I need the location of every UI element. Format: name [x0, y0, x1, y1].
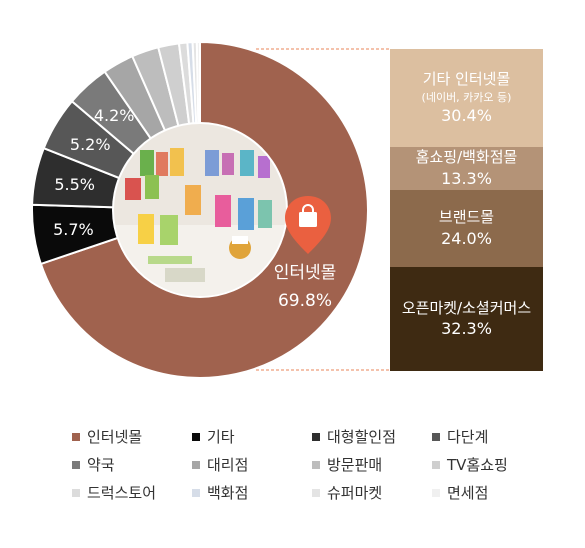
legend-swatch [432, 488, 440, 497]
legend-swatch [312, 488, 320, 497]
breakdown-segment-4: 오픈마켓/소셜커머스 32.3% [390, 267, 543, 371]
breakdown-segment-label: 브랜드몰 [438, 208, 495, 227]
legend-swatch [72, 460, 80, 469]
legend-swatch [192, 432, 200, 441]
data-label-3: 5.5% [54, 175, 95, 194]
data-label-2: 5.7% [53, 220, 94, 239]
highlight-value-label: 69.8% [278, 291, 332, 311]
breakdown-segment-sublabel: (네이버, 카카오 등) [421, 90, 512, 104]
legend-label: 면세점 [447, 484, 489, 502]
legend-label: 다단계 [447, 428, 489, 446]
legend-item: 드럭스토어 [72, 483, 192, 502]
breakdown-segment-value: 32.3% [441, 319, 492, 339]
breakdown-segment-value: 30.4% [441, 106, 492, 126]
legend-item: 백화점 [192, 483, 312, 502]
breakdown-stack: 기타 인터넷몰 (네이버, 카카오 등) 30.4% 홈쇼핑/백화점몰 13.3% 브랜드… [390, 49, 543, 371]
legend-swatch [192, 460, 200, 469]
legend-item: 면세점 [432, 483, 552, 502]
breakdown-segment-value: 13.3% [441, 168, 492, 188]
legend-label: 드럭스토어 [87, 484, 157, 502]
legend-swatch [312, 432, 320, 441]
legend-item: 다단계 [432, 427, 552, 446]
legend-swatch [432, 432, 440, 441]
legend-item: TV홈쇼핑 [432, 455, 552, 474]
legend-swatch [432, 460, 440, 469]
legend-label: 약국 [87, 456, 115, 474]
legend-label: 대형할인점 [327, 428, 397, 446]
product-photo [114, 124, 286, 296]
legend-label: TV홈쇼핑 [447, 456, 508, 474]
legend-item: 약국 [72, 455, 192, 474]
breakdown-segment-value: 24.0% [441, 228, 492, 248]
breakdown-segment-label: 기타 인터넷몰 [422, 69, 511, 88]
legend-item: 방문판매 [312, 455, 432, 474]
breakdown-segment-label: 오픈마켓/소셜커머스 [401, 298, 532, 317]
legend-swatch [72, 432, 80, 441]
legend-label: 대리점 [207, 456, 249, 474]
legend-label: 인터넷몰 [87, 428, 143, 446]
data-label-4: 5.2% [70, 135, 111, 154]
legend-swatch [72, 488, 80, 497]
legend-label: 기타 [207, 428, 235, 446]
data-label-5: 4.2% [94, 106, 135, 125]
legend-swatch [192, 488, 200, 497]
legend-label: 백화점 [207, 484, 249, 502]
breakdown-segment-1: 기타 인터넷몰 (네이버, 카카오 등) 30.4% [390, 49, 543, 147]
breakdown-segment-label: 홈쇼핑/백화점몰 [415, 148, 518, 167]
breakdown-segment-3: 브랜드몰 24.0% [390, 190, 543, 267]
legend-item: 대리점 [192, 455, 312, 474]
legend-swatch [312, 460, 320, 469]
shopping-bag-icon [285, 196, 331, 254]
breakdown-segment-2: 홈쇼핑/백화점몰 13.3% [390, 147, 543, 190]
legend-label: 방문판매 [327, 456, 383, 474]
legend-item: 인터넷몰 [72, 427, 192, 446]
highlight-category-label: 인터넷몰 [274, 263, 337, 283]
legend-label: 슈퍼마켓 [327, 484, 383, 502]
legend-item: 슈퍼마켓 [312, 483, 432, 502]
legend-item: 기타 [192, 427, 312, 446]
legend-item: 대형할인점 [312, 427, 432, 446]
